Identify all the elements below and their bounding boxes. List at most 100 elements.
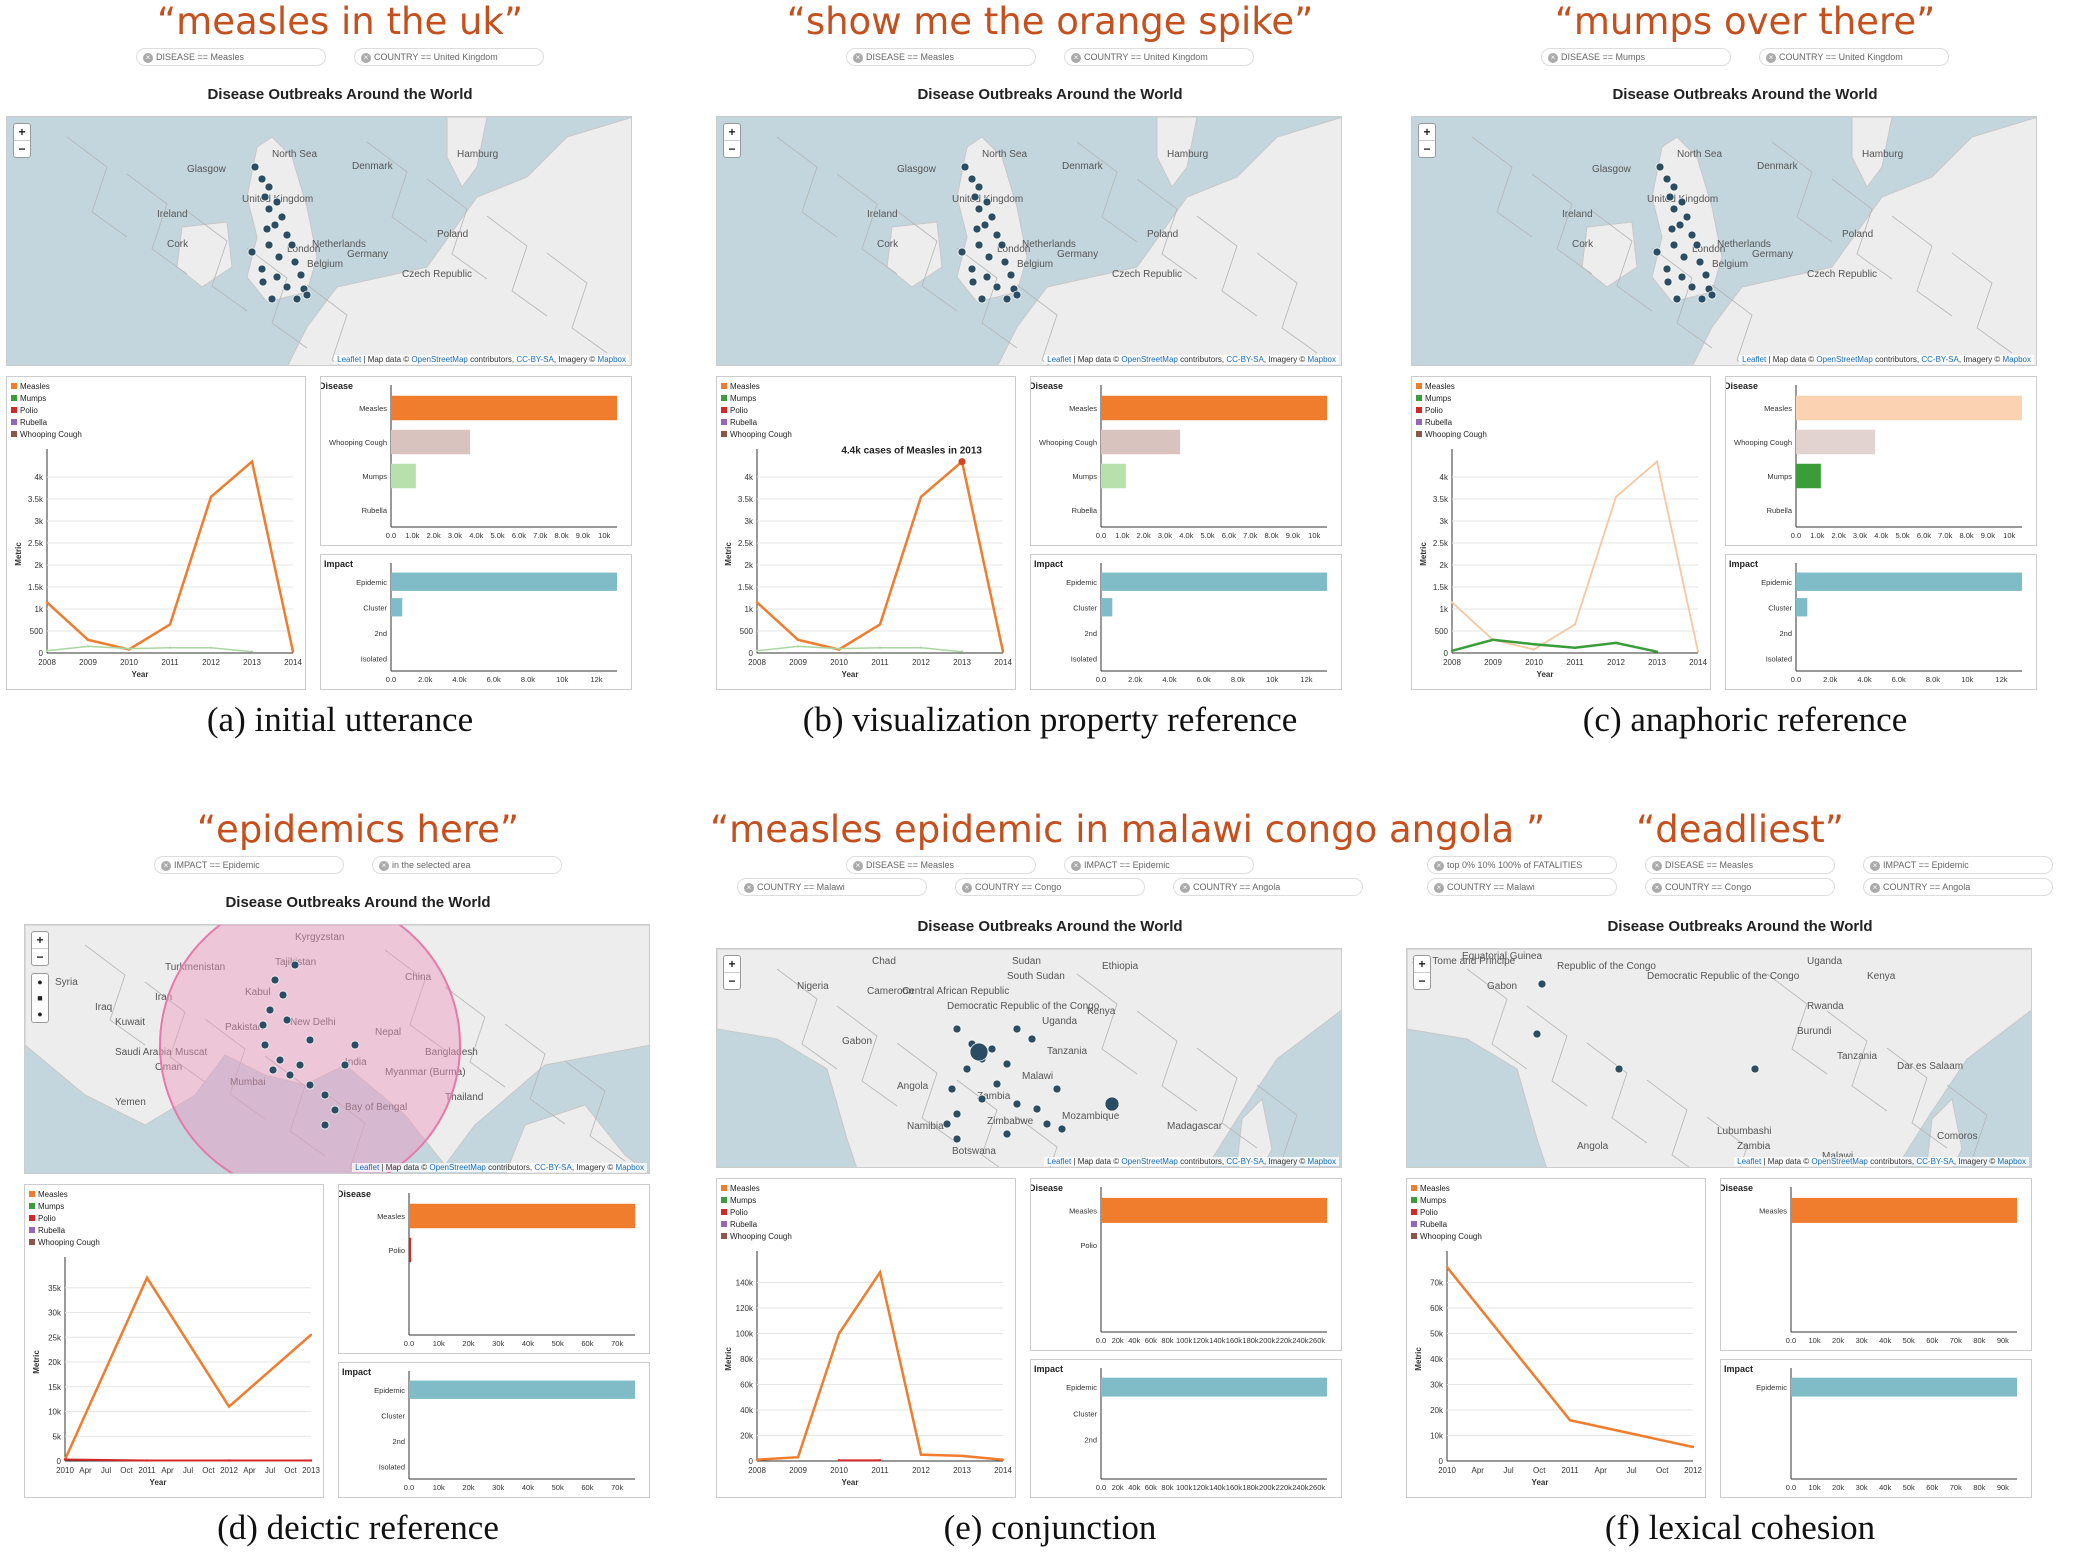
zoom-in-button[interactable]: + xyxy=(1414,956,1430,973)
time-series-chart[interactable]: Measles Mumps Polio Rubella Whooping Cough 50… xyxy=(716,376,1016,690)
attribution-osm[interactable]: OpenStreetMap xyxy=(1811,1157,1868,1166)
impact-chart[interactable]: Impact 0.0 10k 20k 30k 40k 50k 60k 70k 80k 90k Epid… xyxy=(1720,1359,2032,1498)
point-draw-icon[interactable]: ● xyxy=(37,1009,43,1019)
attribution-leaflet[interactable]: Leaflet xyxy=(1047,1157,1072,1166)
remove-filter-icon[interactable]: × xyxy=(161,861,171,871)
zoom-out-button[interactable]: − xyxy=(728,974,736,988)
disease-chart[interactable]: Disease 0.0 1.0k 2.0k 3.0k 4.0k 5.0k 6.0k 7.0k 8.… xyxy=(320,376,632,546)
filter-chip[interactable]: × IMPACT == Epidemic xyxy=(154,856,344,874)
remove-filter-icon[interactable]: × xyxy=(1870,883,1880,893)
remove-filter-icon[interactable]: × xyxy=(1870,861,1880,871)
attribution-license[interactable]: CC-BY-SA xyxy=(516,355,554,364)
zoom-in-button[interactable]: + xyxy=(724,956,740,973)
filter-chip[interactable]: × COUNTRY == Malawi xyxy=(737,878,927,896)
filter-chip[interactable]: × IMPACT == Epidemic xyxy=(1064,856,1254,874)
attribution-license[interactable]: CC-BY-SA xyxy=(534,1163,572,1172)
attribution-leaflet[interactable]: Leaflet xyxy=(355,1163,380,1172)
impact-chart[interactable]: Impact 0.0 2.0k 4.0k 6.0k 8.0k 10k 12k Epidemic C… xyxy=(1030,554,1342,690)
filter-chip[interactable]: × IMPACT == Epidemic xyxy=(1863,856,2053,874)
outbreak-map[interactable]: KyrgyzstanTurkmenistanTajikistanSyriaIra… xyxy=(24,924,650,1174)
zoom-out-button[interactable]: − xyxy=(18,142,26,156)
attribution-license[interactable]: CC-BY-SA xyxy=(1916,1157,1954,1166)
disease-chart[interactable]: Disease 0.0 1.0k 2.0k 3.0k 4.0k 5.0k 6.0k 7.0k 8.… xyxy=(1725,376,2037,546)
remove-filter-icon[interactable]: × xyxy=(853,861,863,871)
attribution-leaflet[interactable]: Leaflet xyxy=(1737,1157,1762,1166)
attribution-leaflet[interactable]: Leaflet xyxy=(1742,355,1767,364)
filter-chip[interactable]: × COUNTRY == Congo xyxy=(955,878,1145,896)
impact-chart[interactable]: Impact 0.0 20k 40k 60k 80k 100k 120k 140k 160k 180… xyxy=(1030,1359,1342,1498)
disease-chart[interactable]: Disease 0.0 20k 40k 60k 80k 100k 120k 140k 160k 18… xyxy=(1030,1178,1342,1351)
zoom-in-button[interactable]: + xyxy=(724,124,740,141)
filter-chip[interactable]: × COUNTRY == United Kingdom xyxy=(354,48,544,66)
zoom-out-button[interactable]: − xyxy=(1418,974,1426,988)
zoom-out-button[interactable]: − xyxy=(728,142,736,156)
remove-filter-icon[interactable]: × xyxy=(1434,883,1444,893)
disease-chart[interactable]: Disease 0.0 1.0k 2.0k 3.0k 4.0k 5.0k 6.0k 7.0k 8.… xyxy=(1030,376,1342,546)
zoom-in-button[interactable]: + xyxy=(32,932,48,949)
impact-chart[interactable]: Impact 0.0 10k 20k 30k 40k 50k 60k 70k Epidemic Cl… xyxy=(338,1362,650,1498)
remove-filter-icon[interactable]: × xyxy=(1071,53,1081,63)
zoom-out-button[interactable]: − xyxy=(36,950,44,964)
remove-filter-icon[interactable]: × xyxy=(853,53,863,63)
attribution-license[interactable]: CC-BY-SA xyxy=(1226,1157,1264,1166)
attribution-leaflet[interactable]: Leaflet xyxy=(1047,355,1072,364)
attribution-osm[interactable]: OpenStreetMap xyxy=(1121,1157,1178,1166)
remove-filter-icon[interactable]: × xyxy=(744,883,754,893)
zoom-in-button[interactable]: + xyxy=(14,124,30,141)
filter-chip[interactable]: × DISEASE == Measles xyxy=(846,856,1036,874)
attribution-mapbox[interactable]: Mapbox xyxy=(615,1163,644,1172)
impact-chart[interactable]: Impact 0.0 2.0k 4.0k 6.0k 8.0k 10k 12k Epidemic C… xyxy=(1725,554,2037,690)
outbreak-map[interactable]: Chad Sudan Ethiopia Nigeria Cameroon Central … xyxy=(716,948,1342,1168)
disease-chart[interactable]: Disease 0.0 10k 20k 30k 40k 50k 60k 70k Measles Po… xyxy=(338,1184,650,1354)
remove-filter-icon[interactable]: × xyxy=(1548,53,1558,63)
time-series-chart[interactable]: Measles Mumps Polio Rubella Whooping Cough 10… xyxy=(1406,1178,1706,1498)
filter-chip[interactable]: × DISEASE == Measles xyxy=(1645,856,1835,874)
remove-filter-icon[interactable]: × xyxy=(361,53,371,63)
attribution-license[interactable]: CC-BY-SA xyxy=(1226,355,1264,364)
square-draw-icon[interactable]: ■ xyxy=(37,993,43,1003)
attribution-mapbox[interactable]: Mapbox xyxy=(1997,1157,2026,1166)
outbreak-map[interactable]: North Sea Denmark United Kingdom Ireland Net… xyxy=(716,116,1342,366)
disease-chart[interactable]: Disease 0.0 10k 20k 30k 40k 50k 60k 70k 80k 90k Mea… xyxy=(1720,1178,2032,1351)
filter-chip[interactable]: × COUNTRY == United Kingdom xyxy=(1759,48,1949,66)
attribution-license[interactable]: CC-BY-SA xyxy=(1921,355,1959,364)
filter-chip[interactable]: × DISEASE == Measles xyxy=(846,48,1036,66)
time-series-chart[interactable]: Measles Mumps Polio Rubella Whooping Cough 50… xyxy=(6,376,306,690)
filter-chip[interactable]: × DISEASE == Measles xyxy=(136,48,326,66)
time-series-chart[interactable]: Measles Mumps Polio Rubella Whooping Cough 5k… xyxy=(24,1184,324,1498)
circle-draw-icon[interactable]: ● xyxy=(37,977,43,987)
time-series-chart[interactable]: Measles Mumps Polio Rubella Whooping Cough 50… xyxy=(1411,376,1711,690)
outbreak-map[interactable]: North Sea Denmark United Kingdom Ireland Net… xyxy=(6,116,632,366)
attribution-osm[interactable]: OpenStreetMap xyxy=(411,355,468,364)
remove-filter-icon[interactable]: × xyxy=(143,53,153,63)
attribution-leaflet[interactable]: Leaflet xyxy=(337,355,362,364)
remove-filter-icon[interactable]: × xyxy=(1071,861,1081,871)
remove-filter-icon[interactable]: × xyxy=(1434,861,1444,871)
filter-chip[interactable]: × in the selected area xyxy=(372,856,562,874)
attribution-mapbox[interactable]: Mapbox xyxy=(1307,1157,1336,1166)
outbreak-map[interactable]: Sao Tome and Principe Equatorial Guinea Ga… xyxy=(1406,948,2032,1168)
remove-filter-icon[interactable]: × xyxy=(1180,883,1190,893)
remove-filter-icon[interactable]: × xyxy=(962,883,972,893)
attribution-osm[interactable]: OpenStreetMap xyxy=(1816,355,1873,364)
filter-chip[interactable]: × COUNTRY == Congo xyxy=(1645,878,1835,896)
attribution-mapbox[interactable]: Mapbox xyxy=(597,355,626,364)
filter-chip[interactable]: × COUNTRY == Angola xyxy=(1173,878,1363,896)
attribution-osm[interactable]: OpenStreetMap xyxy=(429,1163,486,1172)
filter-chip[interactable]: × top 0% 10% 100% of FATALITIES xyxy=(1427,856,1617,874)
filter-chip[interactable]: × COUNTRY == Angola xyxy=(1863,878,2053,896)
remove-filter-icon[interactable]: × xyxy=(1652,861,1662,871)
zoom-out-button[interactable]: − xyxy=(1423,142,1431,156)
outbreak-map[interactable]: North Sea Denmark United Kingdom Ireland Net… xyxy=(1411,116,2037,366)
time-series-chart[interactable]: Measles Mumps Polio Rubella Whooping Cough 20… xyxy=(716,1178,1016,1498)
attribution-osm[interactable]: OpenStreetMap xyxy=(1121,355,1178,364)
filter-chip[interactable]: × COUNTRY == Malawi xyxy=(1427,878,1617,896)
attribution-mapbox[interactable]: Mapbox xyxy=(1307,355,1336,364)
filter-chip[interactable]: × DISEASE == Mumps xyxy=(1541,48,1731,66)
zoom-in-button[interactable]: + xyxy=(1419,124,1435,141)
remove-filter-icon[interactable]: × xyxy=(1766,53,1776,63)
impact-chart[interactable]: Impact 0.0 2.0k 4.0k 6.0k 8.0k 10k 12k Epidemic C… xyxy=(320,554,632,690)
remove-filter-icon[interactable]: × xyxy=(1652,883,1662,893)
filter-chip[interactable]: × COUNTRY == United Kingdom xyxy=(1064,48,1254,66)
attribution-mapbox[interactable]: Mapbox xyxy=(2002,355,2031,364)
